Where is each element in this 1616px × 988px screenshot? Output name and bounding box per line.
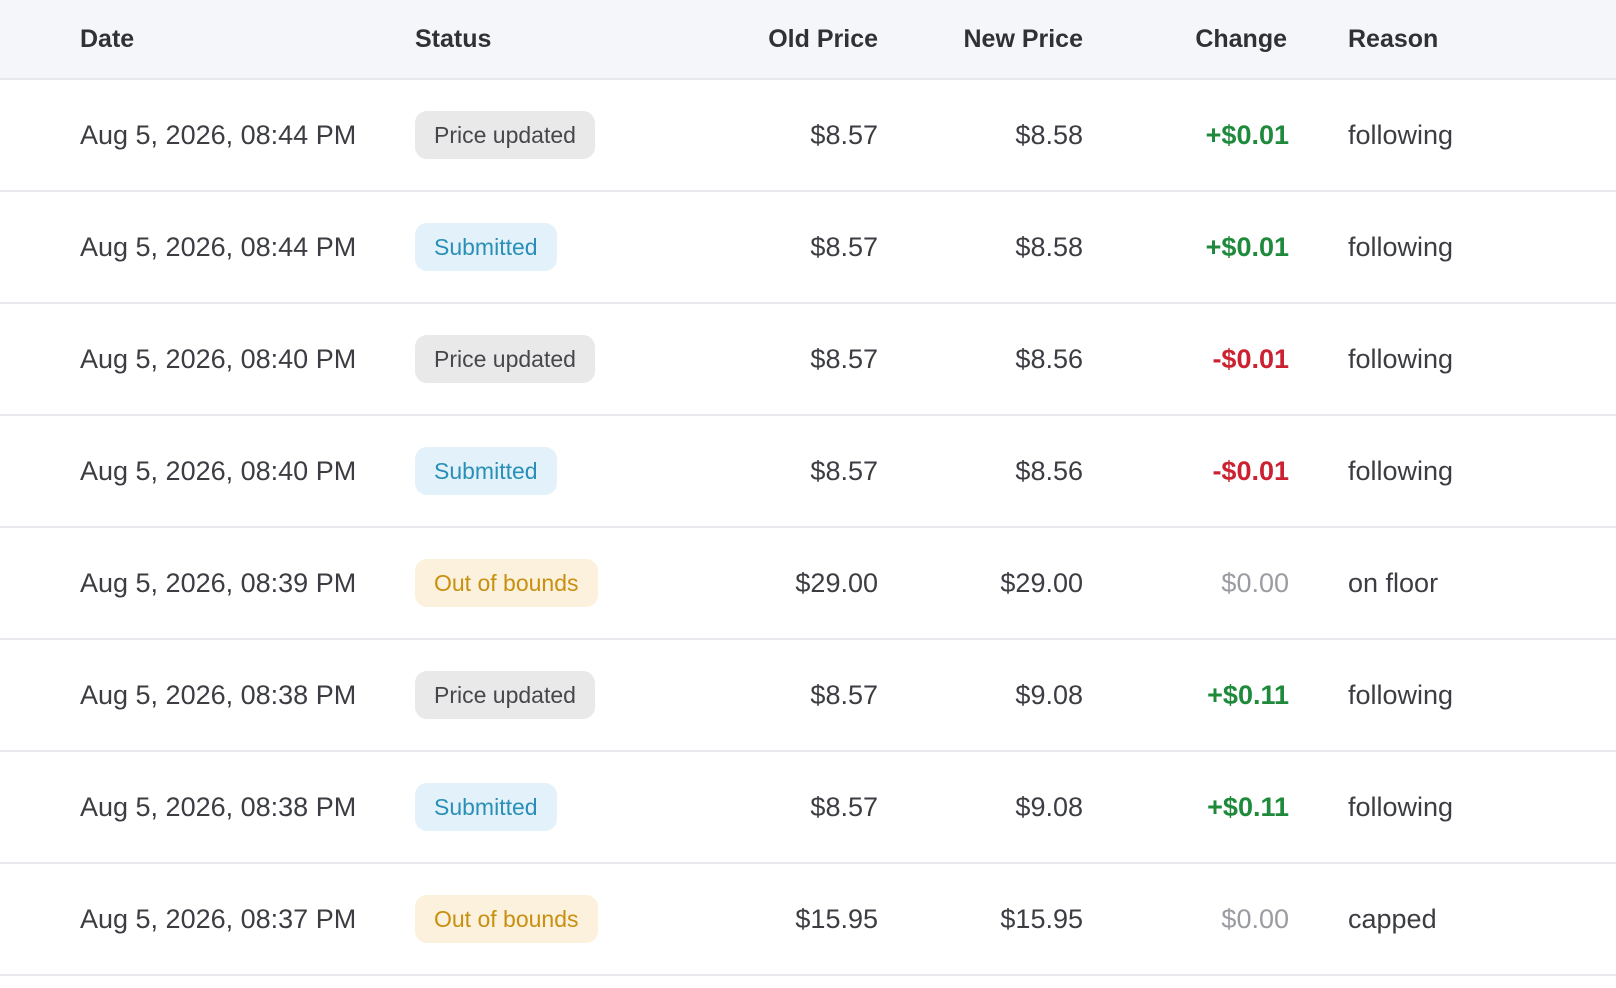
cell-new-price: $8.58	[1015, 232, 1083, 262]
cell-date: Aug 5, 2026, 08:38 PM	[80, 680, 357, 710]
column-header-old-price[interactable]: Old Price	[768, 25, 878, 53]
column-header-status[interactable]: Status	[415, 25, 492, 53]
status-badge: Out of bounds	[415, 559, 598, 607]
cell-reason: on floor	[1348, 568, 1439, 598]
cell-reason: capped	[1348, 904, 1437, 934]
column-header-date[interactable]: Date	[80, 25, 135, 53]
cell-new-price: $8.58	[1015, 120, 1083, 150]
table-row[interactable]: Aug 5, 2026, 08:38 PM Price updated $8.57 $…	[0, 640, 1616, 752]
table-body: Aug 5, 2026, 08:44 PM Price updated $8.57 $…	[0, 80, 1616, 976]
status-badge: Out of bounds	[415, 895, 598, 943]
cell-reason: following	[1348, 792, 1454, 822]
cell-new-price: $9.08	[1015, 792, 1083, 822]
cell-old-price: $29.00	[795, 568, 878, 598]
cell-change: +$0.01	[1205, 120, 1289, 150]
cell-status: Submitted	[415, 192, 557, 302]
cell-change: -$0.01	[1212, 456, 1289, 486]
status-badge: Price updated	[415, 671, 595, 719]
cell-date: Aug 5, 2026, 08:44 PM	[80, 232, 357, 262]
cell-reason: following	[1348, 232, 1454, 262]
cell-change: -$0.01	[1212, 344, 1289, 374]
cell-old-price: $8.57	[810, 792, 878, 822]
cell-new-price: $8.56	[1015, 456, 1083, 486]
cell-change: +$0.01	[1205, 232, 1289, 262]
table-row[interactable]: Aug 5, 2026, 08:38 PM Submitted $8.57 $9.08…	[0, 752, 1616, 864]
table-row[interactable]: Aug 5, 2026, 08:40 PM Submitted $8.57 $8.56…	[0, 416, 1616, 528]
cell-date: Aug 5, 2026, 08:38 PM	[80, 792, 357, 822]
cell-old-price: $8.57	[810, 456, 878, 486]
status-badge: Price updated	[415, 335, 595, 383]
table-row[interactable]: Aug 5, 2026, 08:39 PM Out of bounds $29.00…	[0, 528, 1616, 640]
cell-new-price: $15.95	[1000, 904, 1083, 934]
cell-date: Aug 5, 2026, 08:40 PM	[80, 456, 357, 486]
cell-status: Price updated	[415, 304, 595, 414]
column-header-new-price[interactable]: New Price	[963, 25, 1083, 53]
status-badge: Price updated	[415, 111, 595, 159]
cell-reason: following	[1348, 456, 1454, 486]
table-row[interactable]: Aug 5, 2026, 08:37 PM Out of bounds $15.95…	[0, 864, 1616, 976]
cell-new-price: $8.56	[1015, 344, 1083, 374]
cell-reason: following	[1348, 680, 1454, 710]
table-row[interactable]: Aug 5, 2026, 08:44 PM Submitted $8.57 $8.58…	[0, 192, 1616, 304]
cell-status: Price updated	[415, 80, 595, 190]
cell-change: $0.00	[1221, 568, 1289, 598]
status-badge: Submitted	[415, 223, 557, 271]
cell-status: Price updated	[415, 640, 595, 750]
table-row[interactable]: Aug 5, 2026, 08:44 PM Price updated $8.57 $…	[0, 80, 1616, 192]
cell-status: Submitted	[415, 752, 557, 862]
column-header-change[interactable]: Change	[1195, 25, 1287, 53]
cell-new-price: $29.00	[1000, 568, 1083, 598]
cell-status: Out of bounds	[415, 528, 598, 638]
column-header-reason[interactable]: Reason	[1348, 25, 1439, 53]
cell-old-price: $15.95	[795, 904, 878, 934]
cell-status: Out of bounds	[415, 864, 598, 974]
cell-date: Aug 5, 2026, 08:40 PM	[80, 344, 357, 374]
cell-status: Submitted	[415, 416, 557, 526]
cell-new-price: $9.08	[1015, 680, 1083, 710]
cell-old-price: $8.57	[810, 120, 878, 150]
table-row[interactable]: Aug 5, 2026, 08:40 PM Price updated $8.57 $…	[0, 304, 1616, 416]
cell-change: +$0.11	[1207, 792, 1289, 822]
cell-reason: following	[1348, 344, 1454, 374]
cell-date: Aug 5, 2026, 08:44 PM	[80, 120, 357, 150]
cell-change: $0.00	[1221, 904, 1289, 934]
table-header: Date Status Old Price New Price Change R…	[0, 0, 1616, 80]
status-badge: Submitted	[415, 783, 557, 831]
cell-date: Aug 5, 2026, 08:37 PM	[80, 904, 357, 934]
cell-old-price: $8.57	[810, 232, 878, 262]
cell-old-price: $8.57	[810, 344, 878, 374]
cell-date: Aug 5, 2026, 08:39 PM	[80, 568, 357, 598]
status-badge: Submitted	[415, 447, 557, 495]
cell-old-price: $8.57	[810, 680, 878, 710]
cell-reason: following	[1348, 120, 1454, 150]
cell-change: +$0.11	[1207, 680, 1289, 710]
